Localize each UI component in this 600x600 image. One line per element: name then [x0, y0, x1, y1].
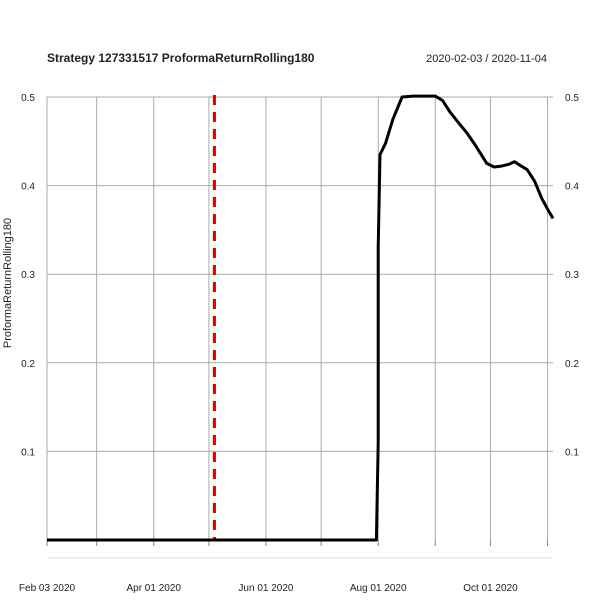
series-layer [47, 94, 555, 542]
y-tick-label-right: 0.5 [565, 93, 579, 104]
y-tick-label-right: 0.3 [565, 270, 579, 281]
chart-title: Strategy 127331517 ProformaReturnRolling… [47, 51, 315, 65]
x-tick-label: Feb 03 2020 [19, 583, 76, 594]
y-tick-label-right: 0.2 [565, 359, 579, 370]
chart-date-range: 2020-02-03 / 2020-11-04 [426, 53, 547, 65]
grid-lines [46, 96, 553, 559]
x-tick-label: Jun 01 2020 [238, 583, 293, 594]
y-tick-label-left: 0.3 [21, 270, 35, 281]
tick-labels: 0.1 0.1 0.2 0.2 0.3 0.3 0.4 0.4 0.5 0.5 Feb 03 202… [19, 93, 579, 594]
x-tick-label: Oct 01 2020 [463, 583, 518, 594]
y-tick-label-left: 0.1 [21, 447, 35, 458]
y-tick-label-left: 0.4 [21, 182, 35, 193]
y-axis-label: ProformaReturnRolling180 [2, 218, 14, 348]
series-line [47, 94, 555, 542]
y-tick-label-right: 0.1 [565, 447, 579, 458]
y-tick-label-left: 0.5 [21, 93, 35, 104]
x-tick-label: Apr 01 2020 [126, 583, 181, 594]
x-tick-label: Aug 01 2020 [350, 583, 407, 594]
y-tick-label-right: 0.4 [565, 182, 579, 193]
y-tick-label-left: 0.2 [21, 359, 35, 370]
